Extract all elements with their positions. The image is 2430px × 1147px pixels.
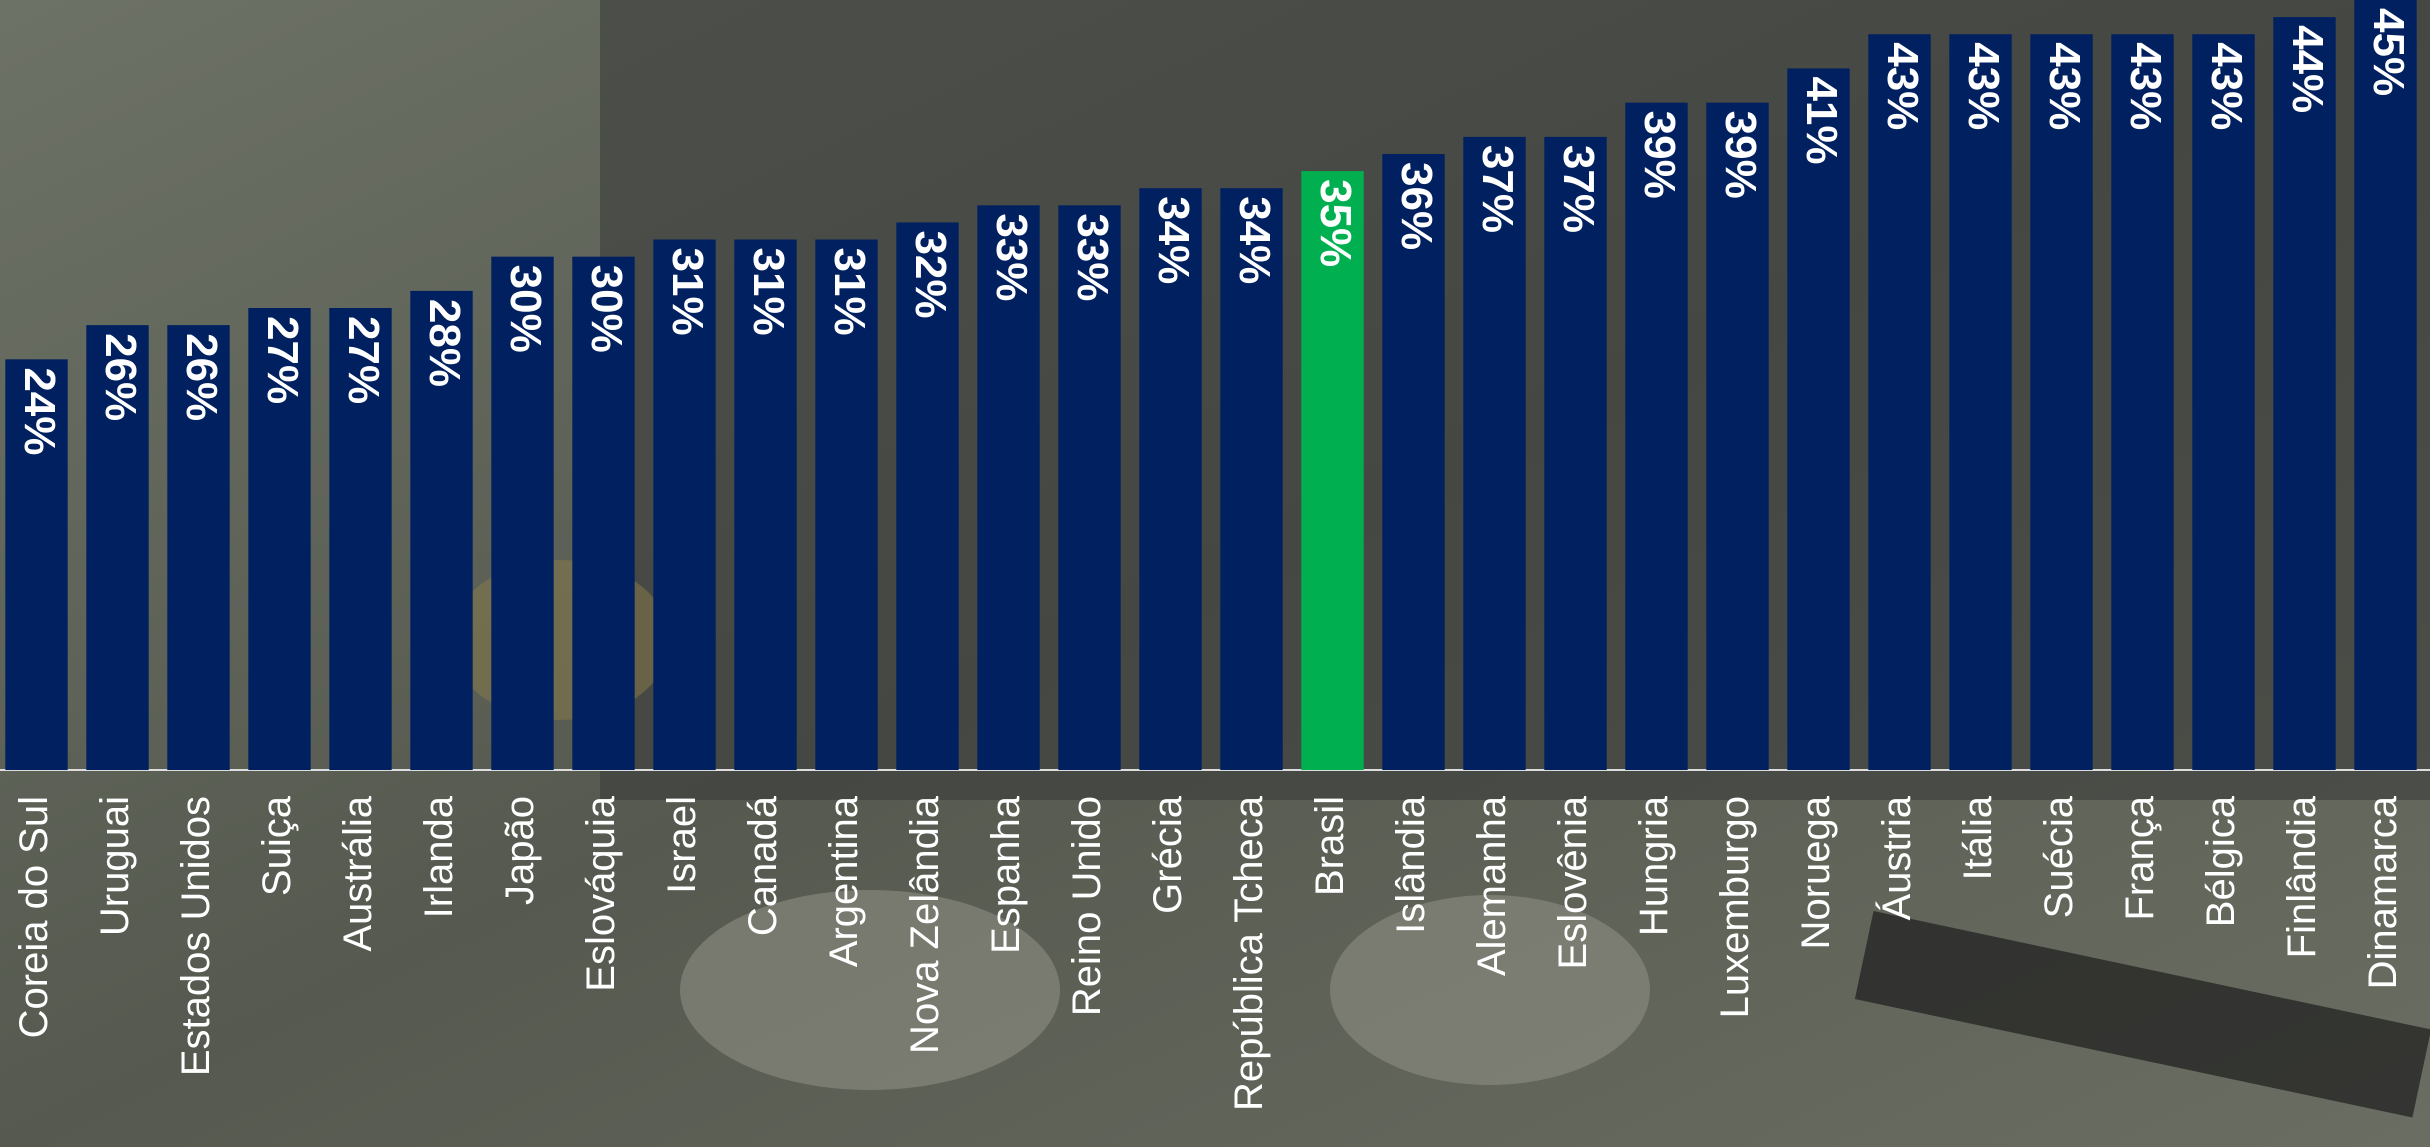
coin-shape	[450, 560, 670, 720]
value-label: 30%	[582, 265, 631, 353]
value-label: 27%	[258, 316, 307, 404]
bar	[2273, 17, 2335, 770]
x-tick-label: Eslováquia	[579, 795, 623, 991]
x-tick-label: Alemanha	[1470, 795, 1514, 976]
value-label: 43%	[2202, 42, 2251, 130]
x-tick-label: Suécia	[2037, 795, 2081, 918]
x-tick-label: Irlanda	[417, 795, 461, 918]
x-tick-label: Islândia	[1389, 795, 1433, 934]
value-label: 41%	[1797, 76, 1846, 164]
x-tick-label: Israel	[660, 796, 704, 894]
x-tick-label: Áustria	[1874, 795, 1919, 920]
value-label: 35%	[1311, 179, 1360, 267]
value-label: 43%	[1878, 42, 1927, 130]
value-label: 39%	[1716, 111, 1765, 199]
bar	[1706, 103, 1768, 770]
bar	[1949, 34, 2011, 770]
x-tick-label: Japão	[498, 796, 542, 905]
value-label: 33%	[987, 213, 1036, 301]
x-tick-label: Eslovênia	[1551, 795, 1595, 969]
bar	[2354, 0, 2416, 770]
value-label: 31%	[663, 248, 712, 336]
value-label: 30%	[501, 265, 550, 353]
x-tick-label: Argentina	[822, 795, 866, 967]
x-tick-label: Estados Unidos	[174, 796, 218, 1076]
bar	[2192, 34, 2254, 770]
value-label: 28%	[420, 299, 469, 387]
x-tick-label: Noruega	[1794, 795, 1838, 949]
bar	[1625, 103, 1687, 770]
x-tick-label: Hungria	[1632, 795, 1676, 936]
x-tick-label: Itália	[1956, 795, 2000, 880]
x-tick-label: Dinamarca	[2361, 795, 2405, 989]
x-tick-label: Grécia	[1146, 795, 1190, 914]
x-tick-label: Uruguai	[93, 796, 137, 936]
x-tick-label: Suiça	[255, 795, 299, 896]
x-tick-label: Coreia do Sul	[12, 796, 56, 1038]
value-label: 26%	[177, 333, 226, 421]
bar	[1868, 34, 1930, 770]
value-label: 43%	[2040, 42, 2089, 130]
x-tick-label: Finlândia	[2280, 795, 2324, 958]
value-label: 24%	[15, 367, 64, 455]
value-label: 39%	[1635, 111, 1684, 199]
value-label: 44%	[2283, 25, 2332, 113]
x-tick-label: Luxemburgo	[1713, 796, 1757, 1018]
x-tick-label: Austrália	[336, 795, 380, 951]
bar	[1787, 68, 1849, 770]
x-tick-label: Reino Unido	[1065, 796, 1109, 1016]
value-label: 36%	[1392, 162, 1441, 250]
bar	[2111, 34, 2173, 770]
x-tick-label: Bélgica	[2199, 795, 2243, 927]
x-tick-label: Espanha	[984, 795, 1028, 954]
chart: 24% Coreia do Sul 26% Uruguai 26% Estados Uni…	[0, 0, 2430, 1147]
page: 24% Coreia do Sul 26% Uruguai 26% Estados Uni…	[0, 0, 2430, 1147]
value-label: 27%	[339, 316, 388, 404]
value-label: 32%	[906, 230, 955, 318]
value-label: 43%	[1959, 42, 2008, 130]
value-label: 45%	[2364, 8, 2413, 96]
value-label: 31%	[744, 248, 793, 336]
value-label: 33%	[1068, 213, 1117, 301]
value-label: 31%	[825, 248, 874, 336]
value-label: 37%	[1554, 145, 1603, 233]
x-tick-label: República Tcheca	[1227, 795, 1271, 1111]
value-label: 34%	[1230, 196, 1279, 284]
x-tick-label: Brasil	[1308, 796, 1352, 896]
bar	[2030, 34, 2092, 770]
value-label: 43%	[2121, 42, 2170, 130]
x-tick-label: Canadá	[741, 795, 785, 936]
x-tick-label: França	[2118, 795, 2162, 920]
x-tick-label: Nova Zelândia	[903, 795, 947, 1054]
value-label: 34%	[1149, 196, 1198, 284]
value-label: 37%	[1473, 145, 1522, 233]
value-label: 26%	[96, 333, 145, 421]
